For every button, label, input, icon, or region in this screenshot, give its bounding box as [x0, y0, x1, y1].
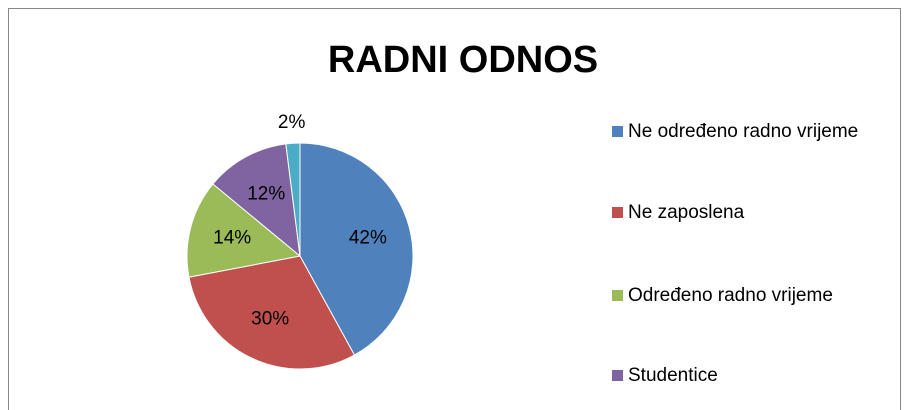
pie-slice	[188, 255, 356, 370]
pie-slice	[285, 142, 301, 257]
legend-swatch	[612, 126, 623, 137]
data-label: 30%	[251, 308, 289, 329]
legend-swatch	[612, 207, 623, 218]
pie-slice	[299, 142, 414, 356]
legend-label: Određeno radno vrijeme	[628, 285, 833, 306]
legend-label: Ne zaposlena	[628, 202, 745, 223]
data-label: 14%	[213, 228, 251, 249]
data-label: 2%	[278, 112, 306, 133]
pie-slice	[212, 143, 301, 258]
data-label: 12%	[247, 184, 285, 205]
legend-label: Ne određeno radno vrijeme	[628, 121, 859, 142]
legend-label: Studentice	[628, 365, 718, 386]
chart-border	[8, 8, 901, 410]
pie-slice	[186, 183, 302, 278]
legend-swatch	[612, 370, 623, 381]
legend-swatch	[612, 290, 623, 301]
data-label: 42%	[349, 228, 387, 249]
chart-title: RADNI ODNOS	[328, 39, 598, 81]
